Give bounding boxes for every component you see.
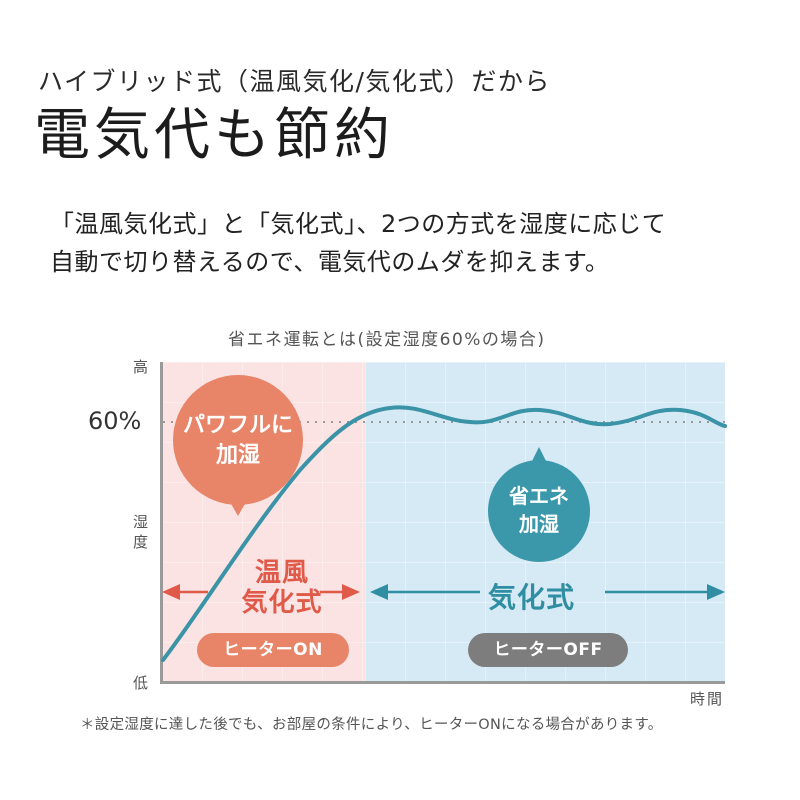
eco-bubble-line-1: 省エネ	[509, 484, 569, 508]
humidity-curve	[161, 405, 727, 662]
vapor-arrow-left-icon	[370, 584, 388, 600]
x-axis	[160, 681, 725, 684]
eco-bubble-tail	[531, 447, 547, 463]
vapor-arrow-right-icon	[707, 584, 725, 600]
x-axis-title: 時間	[690, 690, 725, 708]
description-line-2: 自動で切り替えるので、電気代のムダを抑えます。	[50, 248, 610, 276]
y-label-target: 60%	[88, 407, 142, 435]
y-label-low: 低	[133, 674, 149, 692]
eco-bubble-line-2: 加湿	[519, 512, 559, 536]
y-label-high: 高	[133, 358, 149, 376]
subheading: ハイブリッド式（温風気化/気化式）だから	[38, 67, 551, 96]
footnote: ＊設定湿度に達した後でも、お部屋の条件により、ヒーターONになる場合があります。	[80, 717, 663, 733]
description: 「温風気化式」と「気化式」、2つの方式を湿度に応じて 自動で切り替えるので、電気…	[50, 205, 666, 281]
powerful-bubble-tail	[230, 502, 246, 516]
warm-arrow-left-icon	[162, 584, 180, 600]
headline: 電気代も節約	[34, 103, 394, 168]
warm-air-mode-label: 温風 気化式	[220, 558, 344, 618]
eco-humidify-bubble: 省エネ 加湿	[488, 460, 590, 562]
description-line-1: 「温風気化式」と「気化式」、2つの方式を湿度に応じて	[50, 210, 667, 238]
chart-title: 省エネ運転とは(設定湿度60%の場合)	[228, 330, 546, 350]
vaporization-mode-label: 気化式	[488, 581, 576, 614]
heater-off-badge: ヒーターOFF	[468, 633, 628, 667]
warm-arrow-right-icon	[342, 584, 360, 600]
y-axis	[160, 362, 163, 684]
powerful-bubble-line-2: 加湿	[215, 443, 260, 468]
powerful-humidify-bubble: パワフルに 加湿	[173, 375, 303, 505]
warm-mode-line-2: 気化式	[241, 588, 323, 618]
y-axis-title: 湿度	[133, 513, 149, 551]
powerful-bubble-line-1: パワフルに	[182, 413, 293, 438]
warm-mode-line-1: 温風	[254, 558, 309, 588]
heater-on-badge: ヒーターON	[197, 633, 349, 667]
